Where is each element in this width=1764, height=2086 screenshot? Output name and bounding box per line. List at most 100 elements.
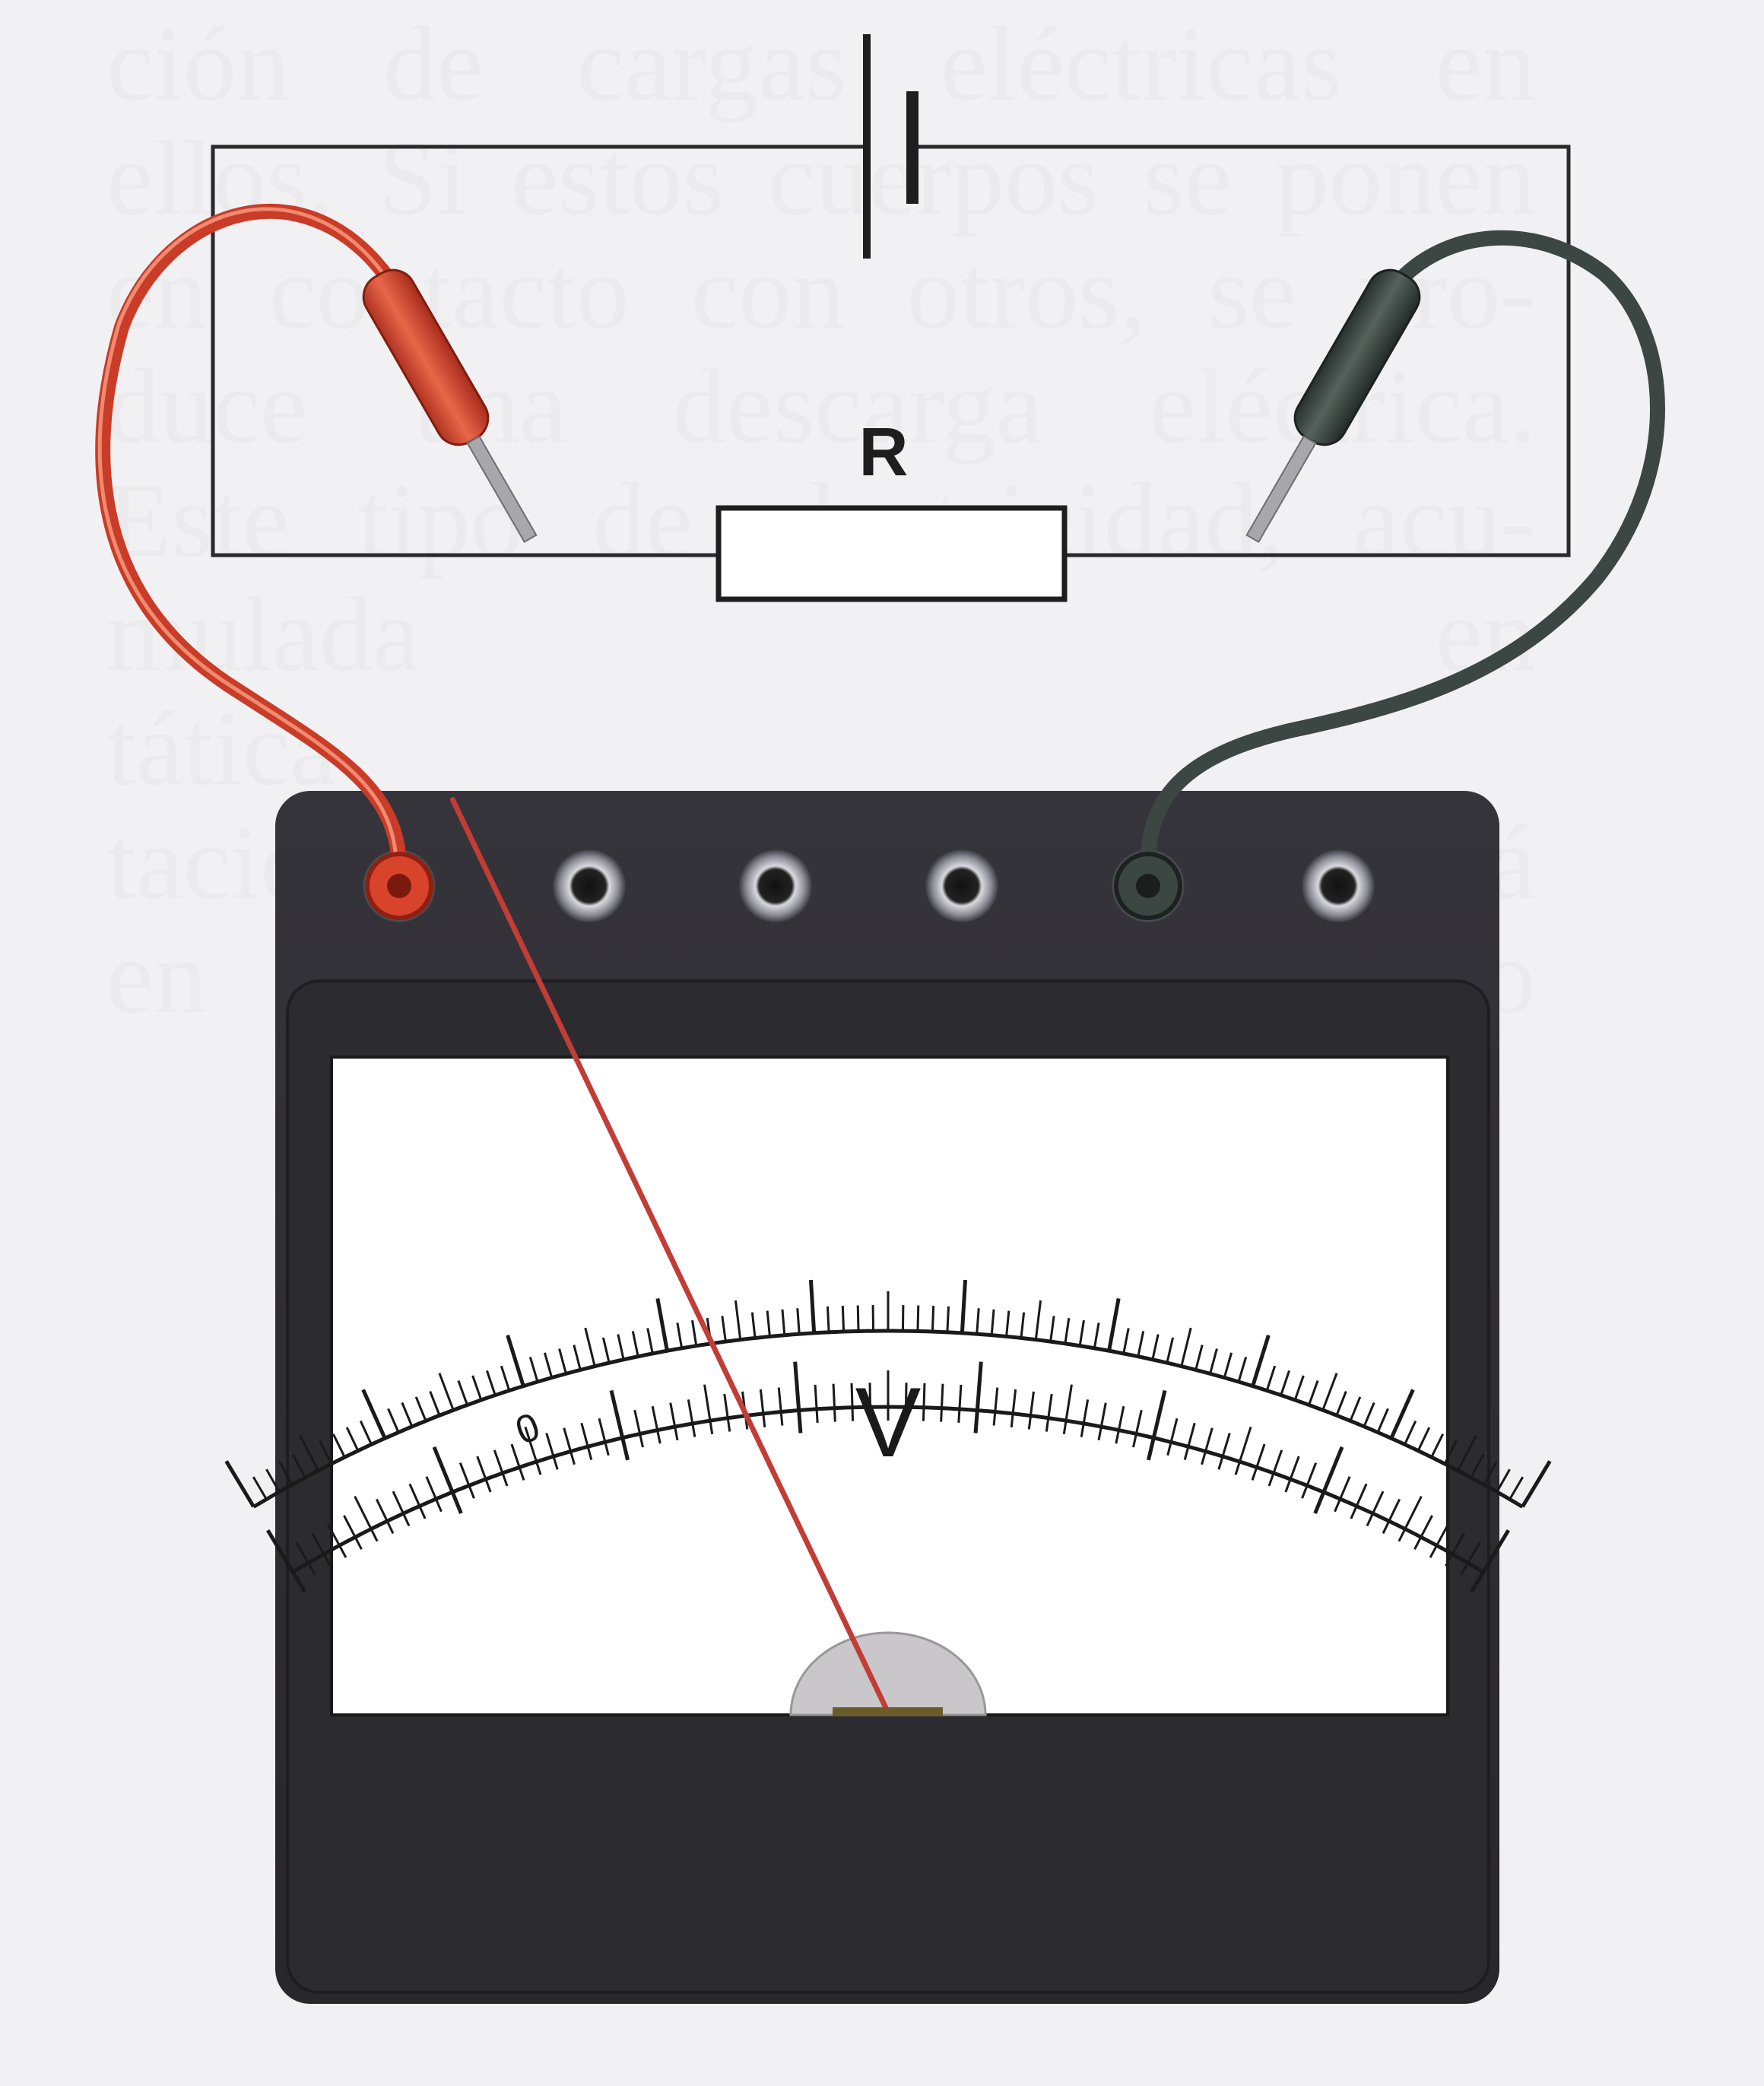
inner-scale-tick [1204,1427,1214,1452]
inner-scale-under-tick [354,1536,363,1550]
inner-scale-under-tick [1115,1430,1120,1444]
inner-scale-under-tick [779,1411,784,1426]
inner-scale-under-tick [1234,1461,1241,1475]
black-test-lead[interactable] [1114,230,1665,920]
outer-scale-tick [655,1297,669,1351]
outer-scale-tick [252,1476,268,1500]
wire-top-left [211,144,863,557]
outer-scale-tick [1308,1380,1319,1405]
inner-scale-under-tick [1267,1472,1275,1487]
inner-scale-under-tick [1080,1423,1085,1437]
inner-scale-under-tick [1284,1478,1292,1493]
inner-scale-under-tick [762,1413,766,1427]
outer-scale-tick [265,1468,281,1493]
inner-scale-under-tick [484,1478,492,1493]
terminal-socket-6[interactable] [1302,849,1375,922]
terminal-socket-4[interactable] [925,849,998,922]
inner-scale-tick [1404,1495,1423,1530]
inner-scale-under-tick [1470,1570,1486,1593]
inner-scale-under-tick [940,1408,943,1422]
outer-scale-tick [429,1391,441,1416]
black-probe-handle [1293,268,1421,446]
inner-scale-under-tick [418,1505,427,1519]
outer-scale-tick [796,1308,801,1335]
inner-scale-tick [510,1443,521,1468]
red-probe [362,268,538,544]
inner-scale-tick [940,1383,944,1408]
outer-scale-tick [1404,1420,1417,1446]
outer-scale-tick [361,1389,387,1440]
inner-scale-under-tick [1132,1434,1137,1448]
meter-scales [224,1279,1552,1593]
outer-scale-tick [781,1309,786,1335]
outer-scale-tick [1223,1352,1233,1378]
outer-scale-tick [1195,1345,1204,1370]
inner-scale-tick [1355,1483,1368,1507]
inner-scale-under-tick [1045,1418,1050,1432]
inner-scale-under-tick [957,1408,961,1423]
meter-needle [449,797,891,1716]
outer-scale-tick [1005,1310,1010,1337]
inner-scale-tick [651,1405,659,1430]
inner-scale-tick [832,1383,836,1408]
inner-scale-tick [343,1515,357,1538]
inner-scale-tick [1047,1393,1053,1418]
inner-scale-tick [310,1532,325,1555]
inner-scale-tick [609,1389,625,1439]
red-lead-cable [95,203,407,871]
outer-scale-tick [750,1312,757,1338]
inner-scale-under-tick [656,1430,662,1444]
inner-scale-tick [458,1462,471,1486]
outer-scale-tick [1376,1408,1389,1434]
outer-scale-tick [414,1396,427,1421]
inner-scale-tick [1151,1389,1167,1439]
needle-pivot-cover [789,1631,987,1716]
terminal-socket-3[interactable] [739,849,812,922]
outer-scale-tick [278,1461,293,1485]
resistor-label: R [859,414,909,491]
outer-scale-tick [319,1440,333,1465]
inner-scale-tick [1451,1532,1466,1555]
battery-symbol [863,34,918,259]
outer-scale-tick [1034,1300,1042,1340]
inner-scale-tick [563,1427,572,1452]
red-test-lead[interactable] [95,203,554,920]
inner-scale-tick [1239,1426,1252,1462]
inner-scale-tick [1255,1443,1266,1468]
inner-scale-under-tick [468,1484,475,1499]
outer-scale-tick [543,1352,554,1378]
outer-scale-tick [826,1306,830,1332]
inner-scale-tick [375,1498,389,1522]
outer-scale-tick [1122,1328,1130,1354]
inner-scale-under-tick [450,1491,463,1514]
inner-scale-under-tick [1201,1451,1207,1465]
outer-scale-tick [1389,1389,1415,1440]
inner-scale-tick [1321,1446,1344,1494]
inner-scale-tick [408,1483,421,1507]
outer-scale-tick [931,1306,935,1332]
outer-scale-tick [646,1328,654,1354]
outer-scale-tick [601,1337,611,1364]
inner-scale-under-tick [1413,1536,1423,1550]
wire-top-right [912,144,1571,557]
inner-scale-under-tick [1350,1505,1358,1519]
inner-scale-under-tick [992,1411,997,1426]
outer-scale-tick [1265,1365,1277,1391]
inner-scale-under-tick [709,1420,714,1435]
inner-scale-tick [295,1541,309,1564]
inner-scale-under-tick [1062,1420,1068,1435]
outer-scale-tick [558,1348,567,1374]
outer-scale-tick [1521,1460,1552,1508]
inner-scale-tick [1117,1405,1125,1430]
outer-scale-tick [1496,1468,1511,1493]
red-probe-handle [362,268,490,446]
inner-scale-tick [1388,1498,1401,1522]
inner-scale-tick [958,1384,963,1409]
inner-scale-under-tick [1366,1513,1374,1527]
outer-scale-tick [841,1306,846,1332]
inner-scale-tick [580,1422,589,1447]
meter-needle-group [449,797,891,1716]
inner-scale-tick [1011,1389,1017,1414]
terminal-socket-2[interactable] [553,849,626,922]
needle-pivot-base [833,1707,943,1716]
